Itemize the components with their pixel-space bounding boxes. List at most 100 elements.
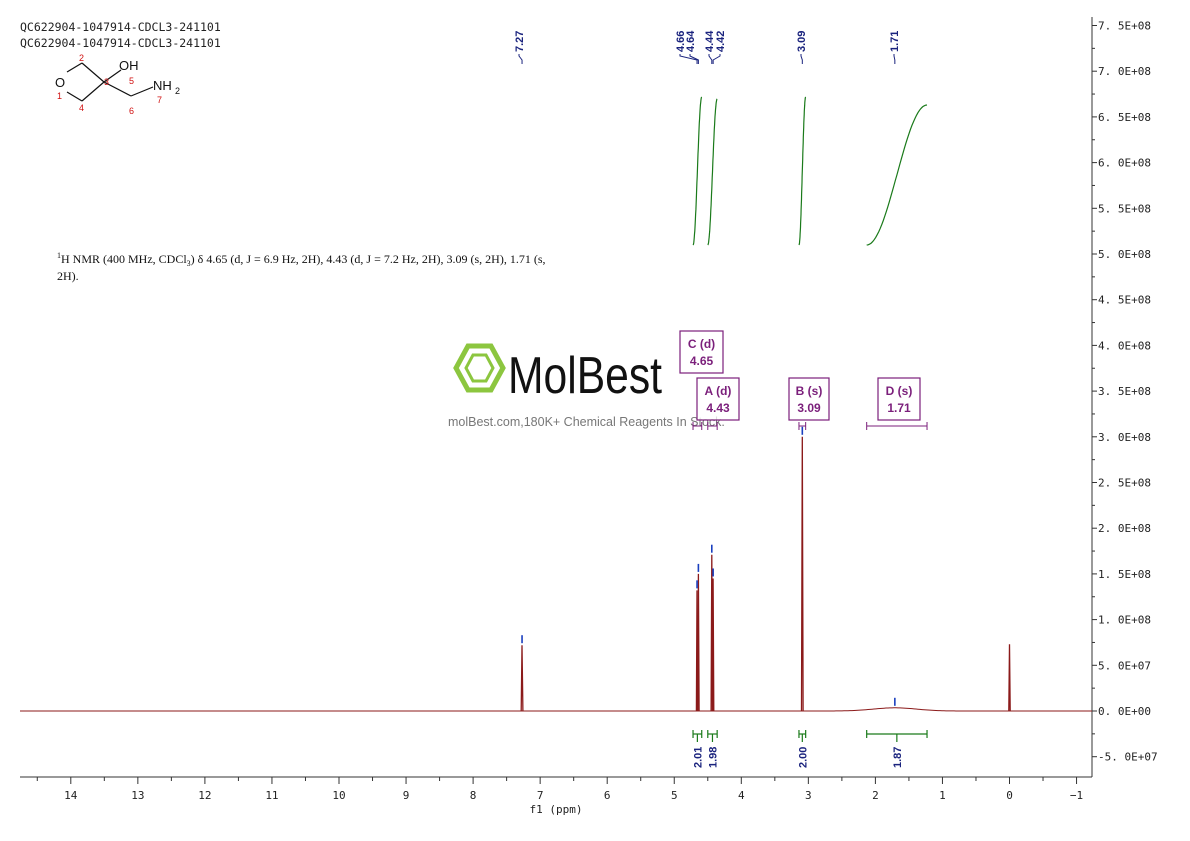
peak-shift-label: 7.27 [514, 31, 526, 52]
y-tick-label: 5. 0E+07 [1098, 659, 1151, 672]
peak-label-connector [518, 54, 523, 64]
nmr-description-line-2: 2H). [57, 269, 79, 283]
peak-label-group: 7.27 4.664.64 4.44 4.42 3.09 1.71 [514, 30, 901, 706]
y-tick-label: 4. 0E+08 [1098, 339, 1151, 352]
x-tick-label: 11 [265, 789, 278, 802]
multiplet-box [696, 377, 740, 421]
nmr-description-line-1: 1H NMR (400 MHz, CDCl3) δ 4.65 (d, J = 6… [57, 251, 546, 268]
multiplet-box [877, 377, 921, 421]
description-superscript: 1 [57, 251, 61, 260]
y-tick-label: 0. 0E+00 [1098, 705, 1151, 718]
description-subscript: 3 [187, 259, 191, 268]
spectrum-peak [520, 645, 524, 712]
atom-amine: NH [153, 78, 172, 93]
sample-id-line-2: QC622904-1047914-CDCL3-241101 [20, 36, 221, 50]
x-tick-label: 4 [738, 789, 745, 802]
multiplet-name: A (d) [705, 384, 732, 398]
structure-bonds [66, 62, 154, 102]
y-tick-label: 7. 5E+08 [1098, 20, 1151, 33]
y-tick-label: 4. 5E+08 [1098, 294, 1151, 307]
atom-oxygen-ring: O [55, 75, 65, 90]
multiplet-shift: 1.71 [887, 401, 911, 415]
x-tick-label: 0 [1006, 789, 1013, 802]
integral-curve [692, 96, 703, 246]
y-tick-label: 3. 0E+08 [1098, 431, 1151, 444]
y-tick-label: 1. 5E+08 [1098, 568, 1151, 581]
molbest-logo-icon [453, 343, 506, 393]
y-tick-label: -5. 0E+07 [1098, 751, 1158, 764]
x-tick-label: 14 [64, 789, 78, 802]
peak-label-connector [679, 54, 698, 64]
molbest-watermark: MolBest molBest.com,180K+ Chemical Reage… [448, 343, 725, 429]
peak-label-connector [800, 54, 803, 64]
peak-label-connector [893, 54, 896, 64]
atom-amine-subscript: 2 [175, 86, 180, 96]
x-tick-label: 8 [470, 789, 477, 802]
multiplet-shift: 4.43 [706, 401, 730, 415]
y-tick-label: 5. 5E+08 [1098, 202, 1151, 215]
description-rest: ) δ 4.65 (d, J = 6.9 Hz, 2H), 4.43 (d, J… [191, 252, 546, 266]
peak-label-connector [689, 54, 699, 64]
spectrum-peak [711, 578, 715, 712]
peak-label-connector [708, 54, 713, 64]
x-tick-label: 3 [805, 789, 812, 802]
y-tick-label: 6. 5E+08 [1098, 111, 1151, 124]
integral-bracket-group: 2.01 1.98 2.00 1.87 [692, 730, 928, 768]
watermark-brand: MolBest [508, 347, 662, 405]
spectrum-peak [800, 436, 804, 712]
spectrum-peak [697, 573, 700, 712]
integral-curve [798, 96, 807, 246]
y-tick-label: 5. 0E+08 [1098, 248, 1151, 261]
watermark-tagline: molBest.com,180K+ Chemical Reagents In S… [448, 415, 725, 429]
multiplet-shift: 4.65 [690, 354, 714, 368]
y-tick-label: 2. 5E+08 [1098, 477, 1151, 490]
x-tick-label: 2 [872, 789, 879, 802]
x-tick-group: 14 13 12 11 10 9 8 7 6 5 4 3 2 1 0 −1 [36, 777, 1083, 802]
multiplet-name: B (s) [796, 384, 823, 398]
y-tick-label: 1. 0E+08 [1098, 614, 1151, 627]
integral-value-label: 2.00 [797, 747, 809, 768]
peak-shift-label: 4.66 [675, 31, 687, 52]
axes [20, 17, 1093, 778]
atom-number-2: 2 [79, 53, 84, 63]
y-tick-label: 7. 0E+08 [1098, 65, 1151, 78]
y-tick-label: 3. 5E+08 [1098, 385, 1151, 398]
x-tick-label: 13 [131, 789, 144, 802]
multiplet-name: C (d) [688, 337, 715, 351]
spectrum-peak [1008, 644, 1011, 712]
x-tick-label: 1 [939, 789, 946, 802]
peak-shift-label: 4.44 [704, 30, 716, 52]
atom-numbers: 1 2 3 4 5 6 7 [57, 53, 162, 116]
integral-value-label: 2.01 [692, 747, 704, 768]
x-tick-label: 12 [198, 789, 211, 802]
sample-id-line-1: QC622904-1047914-CDCL3-241101 [20, 20, 221, 34]
peak-label-connector [712, 54, 721, 64]
atom-number-1: 1 [57, 91, 62, 101]
multiplet-group: C (d) 4.65 A (d) 4.43 B (s) 3.09 D (s) 1.71 [679, 330, 928, 430]
atom-number-6: 6 [129, 106, 134, 116]
x-tick-label: −1 [1070, 789, 1083, 802]
x-tick-label: 6 [604, 789, 611, 802]
atom-number-5: 5 [129, 76, 134, 86]
atom-number-7: 7 [157, 95, 162, 105]
peak-shift-label: 4.64 [685, 30, 697, 52]
y-tick-group: -5. 0E+07 0. 0E+00 5. 0E+07 1. 0E+08 1. 5E+0… [1092, 20, 1158, 764]
x-axis-title: f1 (ppm) [530, 803, 583, 816]
y-tick-label: 6. 0E+08 [1098, 157, 1151, 170]
x-tick-label: 10 [332, 789, 345, 802]
integral-value-label: 1.87 [892, 747, 904, 768]
x-tick-label: 9 [403, 789, 410, 802]
integral-value-label: 1.98 [707, 747, 719, 768]
peak-shift-label: 4.42 [715, 31, 727, 52]
peak-shift-label: 3.09 [796, 31, 808, 52]
x-tick-label: 7 [537, 789, 544, 802]
description-text: H NMR (400 MHz, CDCl [61, 252, 187, 266]
atom-number-3: 3 [104, 77, 109, 87]
integral-curve [866, 104, 928, 246]
multiplet-box [788, 377, 830, 421]
integral-curve [707, 98, 718, 246]
y-tick-label: 2. 0E+08 [1098, 522, 1151, 535]
spectrum-baseline [20, 707, 1092, 712]
spectrum-baseline-group [20, 707, 1092, 712]
